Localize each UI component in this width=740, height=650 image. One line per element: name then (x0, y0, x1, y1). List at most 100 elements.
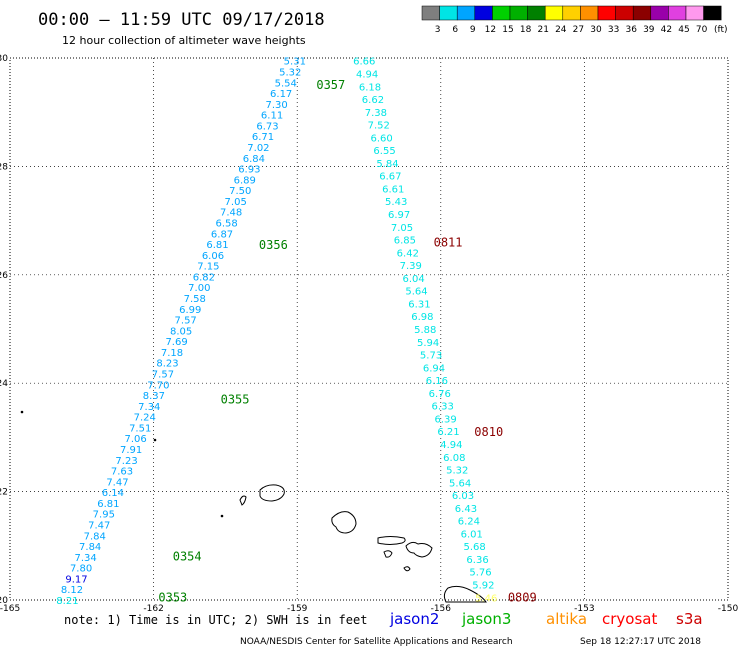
swh-value: 4.94 (356, 69, 378, 80)
swh-value: 7.38 (365, 108, 387, 119)
track-west: 8.218.129.177.807.347.847.847.477.956.81… (56, 57, 306, 607)
legend-label: 9 (470, 25, 476, 35)
lon-tick-label: -156 (431, 604, 452, 614)
swh-value: 6.66 (353, 57, 375, 68)
swh-value: 6.04 (402, 274, 424, 285)
swh-value: 6.97 (388, 210, 410, 221)
swh-value: 6.16 (426, 376, 448, 387)
satellite-legend: jason2 jason3 altika cryosat s3a (389, 610, 703, 628)
swh-value: 7.84 (79, 542, 101, 553)
swh-value: 6.24 (458, 517, 480, 528)
legend-label: 70 (696, 25, 708, 35)
swh-value: 7.69 (165, 337, 187, 348)
latitude-tick-labels: 20 22 24 26 28 30 (0, 54, 8, 606)
satellite-name: jason3 (461, 610, 511, 628)
swh-value: 7.47 (88, 520, 110, 531)
lat-tick-label: 28 (0, 162, 8, 172)
swh-value: 7.30 (265, 100, 287, 111)
legend-swatch (439, 5, 458, 21)
track-east: 6.664.946.186.627.387.526.606.555.846.67… (353, 57, 497, 605)
legend-swatch (544, 5, 564, 21)
legend-label: 18 (520, 25, 532, 35)
swh-value: 6.81 (206, 240, 228, 251)
swh-value: 5.32 (279, 67, 301, 78)
swh-value: 6.99 (179, 305, 201, 316)
pass-time-label: 0353 (158, 590, 187, 604)
swh-value: 6.93 (238, 165, 260, 176)
swh-value: 7.50 (229, 186, 251, 197)
swh-value: 7.57 (152, 369, 174, 380)
plot-area: 8.218.129.177.807.347.847.847.477.956.81… (9, 57, 729, 607)
swh-value: 6.82 (193, 272, 215, 283)
swh-value: 5.73 (420, 351, 442, 362)
swh-value: 7.51 (129, 423, 151, 434)
lon-tick-label: -153 (574, 604, 594, 614)
lon-tick-label: -165 (0, 604, 20, 614)
swh-value: 5.43 (385, 197, 407, 208)
swh-value: 6.73 (256, 121, 278, 132)
swh-value: 7.80 (70, 564, 92, 575)
swh-value: 5.54 (275, 78, 297, 89)
legend-label: 3 (435, 25, 441, 35)
gridlines (10, 58, 728, 600)
satellite-name: jason2 (389, 610, 439, 628)
islet-marker-2 (20, 410, 24, 414)
swh-value: 7.47 (106, 477, 128, 488)
swh-value: 6.85 (394, 236, 416, 247)
swh-value: 7.63 (111, 467, 133, 478)
swh-value: 7.02 (247, 143, 269, 154)
satellite-name: cryosat (602, 610, 657, 628)
legend-swatch (456, 5, 476, 21)
swh-value: 7.95 (93, 510, 115, 521)
longitude-tick-labels: -165 -162 -159 -156 -153 -150 (0, 604, 738, 614)
island-molokai (377, 536, 406, 545)
lat-tick-label: 24 (0, 379, 8, 389)
pass-time-label: 0809 (508, 590, 537, 604)
lat-tick-label: 26 (0, 271, 8, 281)
swh-value: 6.39 (434, 414, 456, 425)
lon-tick-label: -162 (143, 604, 163, 614)
lat-tick-label: 22 (0, 488, 8, 498)
swh-value: 6.03 (452, 491, 474, 502)
island-hawaii (443, 585, 487, 603)
legend-swatch (615, 5, 634, 21)
swh-value: 6.21 (437, 427, 459, 438)
swh-value: 7.00 (188, 283, 210, 294)
swh-value: 7.34 (138, 402, 160, 413)
swh-value: 6.43 (455, 504, 477, 515)
swh-value: 6.36 (466, 555, 488, 566)
swh-value: 7.06 (125, 434, 147, 445)
legend-swatch (703, 5, 722, 21)
swh-value: 6.06 (202, 251, 224, 262)
pass-time-label: 0354 (173, 550, 202, 564)
swh-value: 6.76 (429, 389, 451, 400)
swh-value: 5.31 (284, 57, 306, 68)
swh-value: 7.57 (175, 316, 197, 327)
swh-value: 7.52 (368, 121, 390, 132)
footer-timestamp: Sep 18 12:27:17 UTC 2018 (580, 637, 701, 647)
swh-value: 7.39 (400, 261, 422, 272)
footer-note: note: 1) Time is in UTC; 2) SWH is in fe… (64, 613, 367, 627)
pass-time-label: 0357 (316, 78, 345, 92)
swh-value: 7.05 (225, 197, 247, 208)
legend-swatch (632, 5, 652, 21)
island-kahoolawe (403, 566, 411, 572)
legend-label: 39 (643, 25, 655, 35)
pass-time-label: 0356 (259, 238, 288, 252)
legend-label: 6 (452, 25, 458, 35)
swh-value: 5.64 (405, 287, 427, 298)
island-lanai (383, 550, 393, 558)
legend-swatch (668, 5, 687, 21)
swh-value: 6.84 (243, 154, 265, 165)
swh-value: 7.24 (134, 413, 156, 424)
island-kauai (259, 484, 285, 502)
legend-swatch (580, 5, 599, 21)
swh-value: 6.81 (97, 499, 119, 510)
swh-value: 7.23 (115, 456, 137, 467)
hawaiian-islands (20, 410, 487, 603)
pass-time-label: 0355 (221, 392, 250, 406)
map-title: 00:00 – 11:59 UTC 09/17/2018 (38, 10, 325, 30)
swh-value: 5.76 (469, 568, 491, 579)
island-maui (405, 541, 433, 558)
